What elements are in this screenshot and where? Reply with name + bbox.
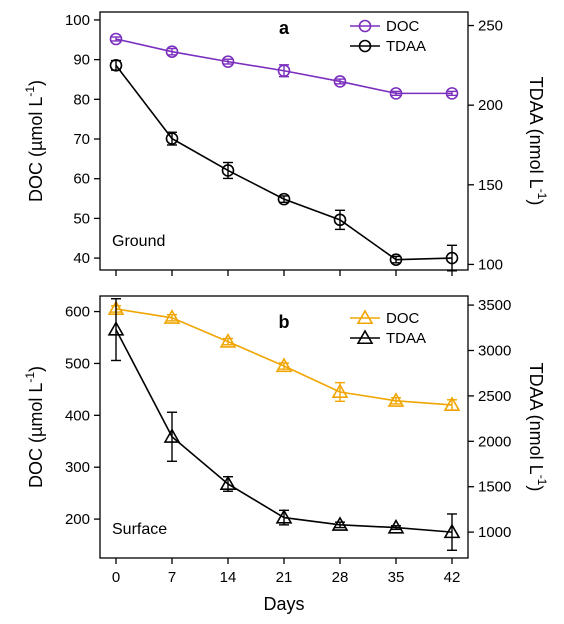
legend-marker <box>356 309 374 325</box>
left-axis-label-main: DOC (µmol L <box>26 97 46 202</box>
x-tick-label: 0 <box>112 569 120 586</box>
right-axis-label-main: TDAA (nmol L <box>526 77 546 189</box>
x-tick-label: 35 <box>388 569 405 586</box>
data-point <box>445 87 459 100</box>
right-axis-label: TDAA (nmol L-1) <box>526 363 549 492</box>
right-tick-label: 100 <box>478 256 503 273</box>
series-tdaa <box>107 298 461 551</box>
right-tick-label: 250 <box>478 18 503 35</box>
right-tick-label: 1000 <box>478 524 511 541</box>
panel-b: 200 300 400 500 600 1000 1500 2000 2500 3000 3500 0… <box>23 295 549 614</box>
left-tick-label: 100 <box>65 12 90 29</box>
series-doc <box>107 300 461 412</box>
panel-annotation: Surface <box>112 521 167 538</box>
left-tick-label: 40 <box>73 250 90 267</box>
data-point <box>275 357 293 373</box>
data-point <box>387 518 405 534</box>
legend-label: DOC <box>386 18 420 35</box>
legend-label: TDAA <box>386 38 426 55</box>
panel-annotation: Ground <box>112 233 165 250</box>
right-tick-label: 2500 <box>478 388 511 405</box>
x-tick-label: 28 <box>332 569 349 586</box>
data-point <box>443 396 461 412</box>
data-point <box>277 192 291 206</box>
legend-marker <box>356 329 374 345</box>
right-axis-label-sup: -1 <box>535 189 549 200</box>
right-axis-label-sup: -1 <box>535 475 549 486</box>
series-tdaa <box>109 59 459 272</box>
left-tick-label: 90 <box>73 52 90 69</box>
right-tick-label: 2000 <box>478 433 511 450</box>
x-tick-label: 14 <box>220 569 237 586</box>
right-tick-label: 1500 <box>478 479 511 496</box>
right-axis-label-main: TDAA (nmol L <box>526 363 546 475</box>
data-point <box>277 64 291 78</box>
data-point <box>221 55 235 68</box>
data-point <box>331 516 349 531</box>
legend-label: DOC <box>386 310 420 327</box>
legend-marker <box>358 19 372 33</box>
panel-label: b <box>279 312 290 332</box>
x-tick-label: 21 <box>276 569 293 586</box>
x-axis-label: Days <box>263 594 304 614</box>
series-doc <box>109 32 459 100</box>
data-point <box>107 320 125 336</box>
data-point <box>443 523 461 539</box>
left-tick-label: 600 <box>65 304 90 321</box>
right-axis-label-close: ) <box>526 485 546 491</box>
data-point <box>165 45 179 58</box>
left-axis-label-sup: -1 <box>23 86 37 97</box>
left-tick-label: 500 <box>65 355 90 372</box>
left-tick-label: 400 <box>65 407 90 424</box>
data-point <box>387 392 405 407</box>
data-point <box>389 87 403 100</box>
left-axis-label-close: ) <box>26 366 46 372</box>
data-point <box>275 508 293 524</box>
data-point <box>333 75 347 88</box>
data-point <box>333 213 347 227</box>
right-tick-label: 150 <box>478 177 503 194</box>
panel-label: a <box>279 18 290 38</box>
left-axis-label-sup: -1 <box>23 372 37 383</box>
legend-marker <box>358 39 372 53</box>
legend-label: TDAA <box>386 330 426 347</box>
data-point <box>221 164 235 177</box>
right-tick-label: 3500 <box>478 297 511 314</box>
left-tick-label: 50 <box>73 210 90 227</box>
right-axis-label-close: ) <box>526 199 546 205</box>
left-tick-label: 70 <box>73 131 90 148</box>
left-axis-label-main: DOC (µmol L <box>26 383 46 488</box>
data-point <box>165 132 179 145</box>
data-point <box>219 475 237 491</box>
right-axis-label: TDAA (nmol L-1) <box>526 77 549 206</box>
x-tick-label: 42 <box>444 569 461 586</box>
data-point <box>331 383 349 399</box>
left-axis-label: DOC (µmol L-1) <box>23 366 46 488</box>
left-tick-label: 300 <box>65 459 90 476</box>
right-tick-label: 200 <box>478 97 503 114</box>
left-axis-label: DOC (µmol L-1) <box>23 80 46 202</box>
right-tick-label: 3000 <box>478 342 511 359</box>
left-axis-label-close: ) <box>26 80 46 86</box>
data-point <box>219 333 237 348</box>
left-tick-label: 200 <box>65 511 90 528</box>
data-point <box>163 428 181 443</box>
data-point <box>163 309 181 324</box>
data-point <box>109 32 123 46</box>
data-point <box>109 59 123 72</box>
x-tick-label: 7 <box>168 569 176 586</box>
left-tick-label: 60 <box>73 171 90 188</box>
data-point <box>389 253 403 266</box>
data-point <box>445 251 459 265</box>
left-tick-label: 80 <box>73 91 90 108</box>
